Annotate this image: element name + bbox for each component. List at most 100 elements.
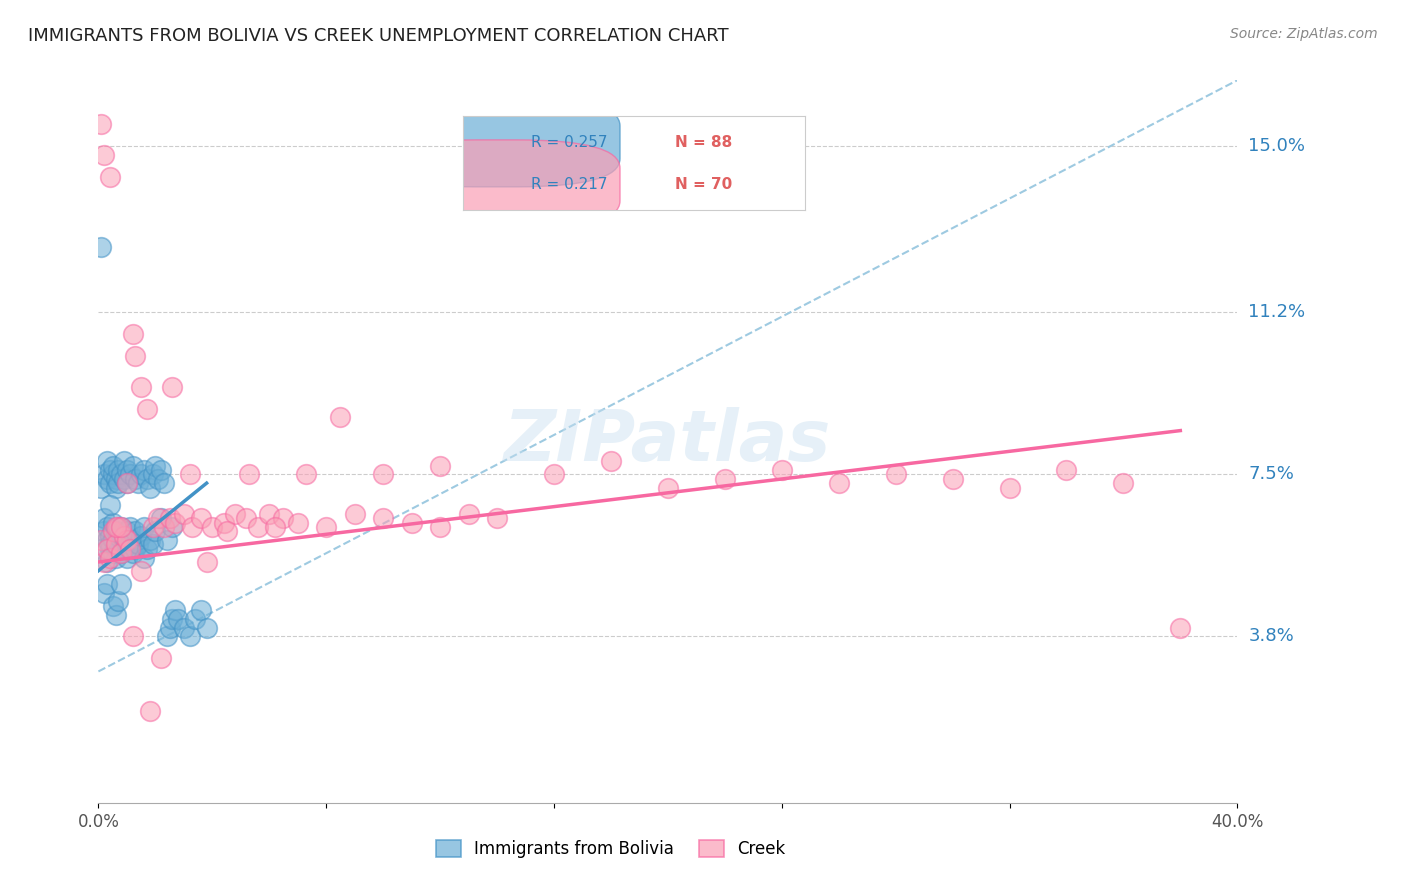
Point <box>112 533 135 547</box>
Point <box>104 520 127 534</box>
Text: IMMIGRANTS FROM BOLIVIA VS CREEK UNEMPLOYMENT CORRELATION CHART: IMMIGRANTS FROM BOLIVIA VS CREEK UNEMPLO… <box>28 27 728 45</box>
Point <box>543 467 565 482</box>
Point <box>101 546 124 560</box>
Point <box>238 467 260 482</box>
Point <box>173 507 195 521</box>
Point <box>98 550 121 565</box>
Point <box>215 524 238 539</box>
Point <box>93 524 115 539</box>
Point <box>273 511 295 525</box>
Point <box>110 520 132 534</box>
Point <box>104 607 127 622</box>
Point <box>132 520 155 534</box>
Text: 11.2%: 11.2% <box>1249 303 1306 321</box>
Point <box>121 533 143 547</box>
Point <box>107 476 129 491</box>
Point <box>184 612 207 626</box>
Point <box>98 537 121 551</box>
Point <box>96 454 118 468</box>
Point <box>101 458 124 473</box>
Point <box>429 458 451 473</box>
Point <box>129 380 152 394</box>
Point <box>235 511 257 525</box>
Point <box>195 555 218 569</box>
Point <box>165 603 187 617</box>
Point <box>90 240 112 254</box>
Point <box>373 467 395 482</box>
Point <box>457 507 479 521</box>
Point <box>104 541 127 556</box>
Point <box>110 520 132 534</box>
Point <box>104 524 127 539</box>
Point <box>96 472 118 486</box>
Point <box>828 476 851 491</box>
Point <box>135 401 157 416</box>
Point <box>159 511 181 525</box>
Point <box>150 651 173 665</box>
Point <box>118 537 141 551</box>
Point <box>1112 476 1135 491</box>
Point <box>118 541 141 556</box>
Point <box>884 467 907 482</box>
Point <box>112 541 135 556</box>
Point <box>132 463 155 477</box>
Text: 3.8%: 3.8% <box>1249 627 1294 646</box>
Text: 15.0%: 15.0% <box>1249 137 1305 155</box>
Point <box>179 467 201 482</box>
Point <box>104 537 127 551</box>
Point <box>124 349 146 363</box>
Point <box>714 472 737 486</box>
Point <box>145 458 167 473</box>
Point <box>162 380 184 394</box>
Point <box>159 621 181 635</box>
Point <box>129 467 152 482</box>
Point <box>121 546 143 560</box>
Point <box>110 467 132 482</box>
Point <box>110 546 132 560</box>
Point <box>93 585 115 599</box>
Point <box>657 481 679 495</box>
Point <box>115 533 138 547</box>
Point <box>190 511 212 525</box>
Point <box>101 467 124 482</box>
Point <box>162 520 184 534</box>
Point <box>373 511 395 525</box>
Point <box>150 511 173 525</box>
Point <box>98 541 121 556</box>
Point <box>124 524 146 539</box>
Point <box>129 564 152 578</box>
Point <box>1056 463 1078 477</box>
Point <box>165 516 187 530</box>
Point <box>127 476 149 491</box>
Point <box>153 520 176 534</box>
Point <box>429 520 451 534</box>
Point <box>90 541 112 556</box>
Point <box>118 520 141 534</box>
Point <box>98 498 121 512</box>
Point <box>118 467 141 482</box>
Point <box>224 507 246 521</box>
Point <box>121 327 143 342</box>
Point <box>141 467 163 482</box>
Point <box>190 603 212 617</box>
Point <box>156 533 179 547</box>
Point <box>1170 621 1192 635</box>
Point <box>98 169 121 184</box>
Point <box>90 533 112 547</box>
Point <box>259 507 281 521</box>
Point <box>96 555 118 569</box>
Point <box>127 537 149 551</box>
Point <box>115 524 138 539</box>
Point <box>138 533 160 547</box>
Point <box>107 520 129 534</box>
Point <box>93 555 115 569</box>
Point <box>162 612 184 626</box>
Point <box>942 472 965 486</box>
Point <box>329 410 352 425</box>
Point <box>173 621 195 635</box>
Point <box>112 529 135 543</box>
Point <box>107 594 129 608</box>
Point <box>287 516 309 530</box>
Point <box>98 476 121 491</box>
Point <box>104 472 127 486</box>
